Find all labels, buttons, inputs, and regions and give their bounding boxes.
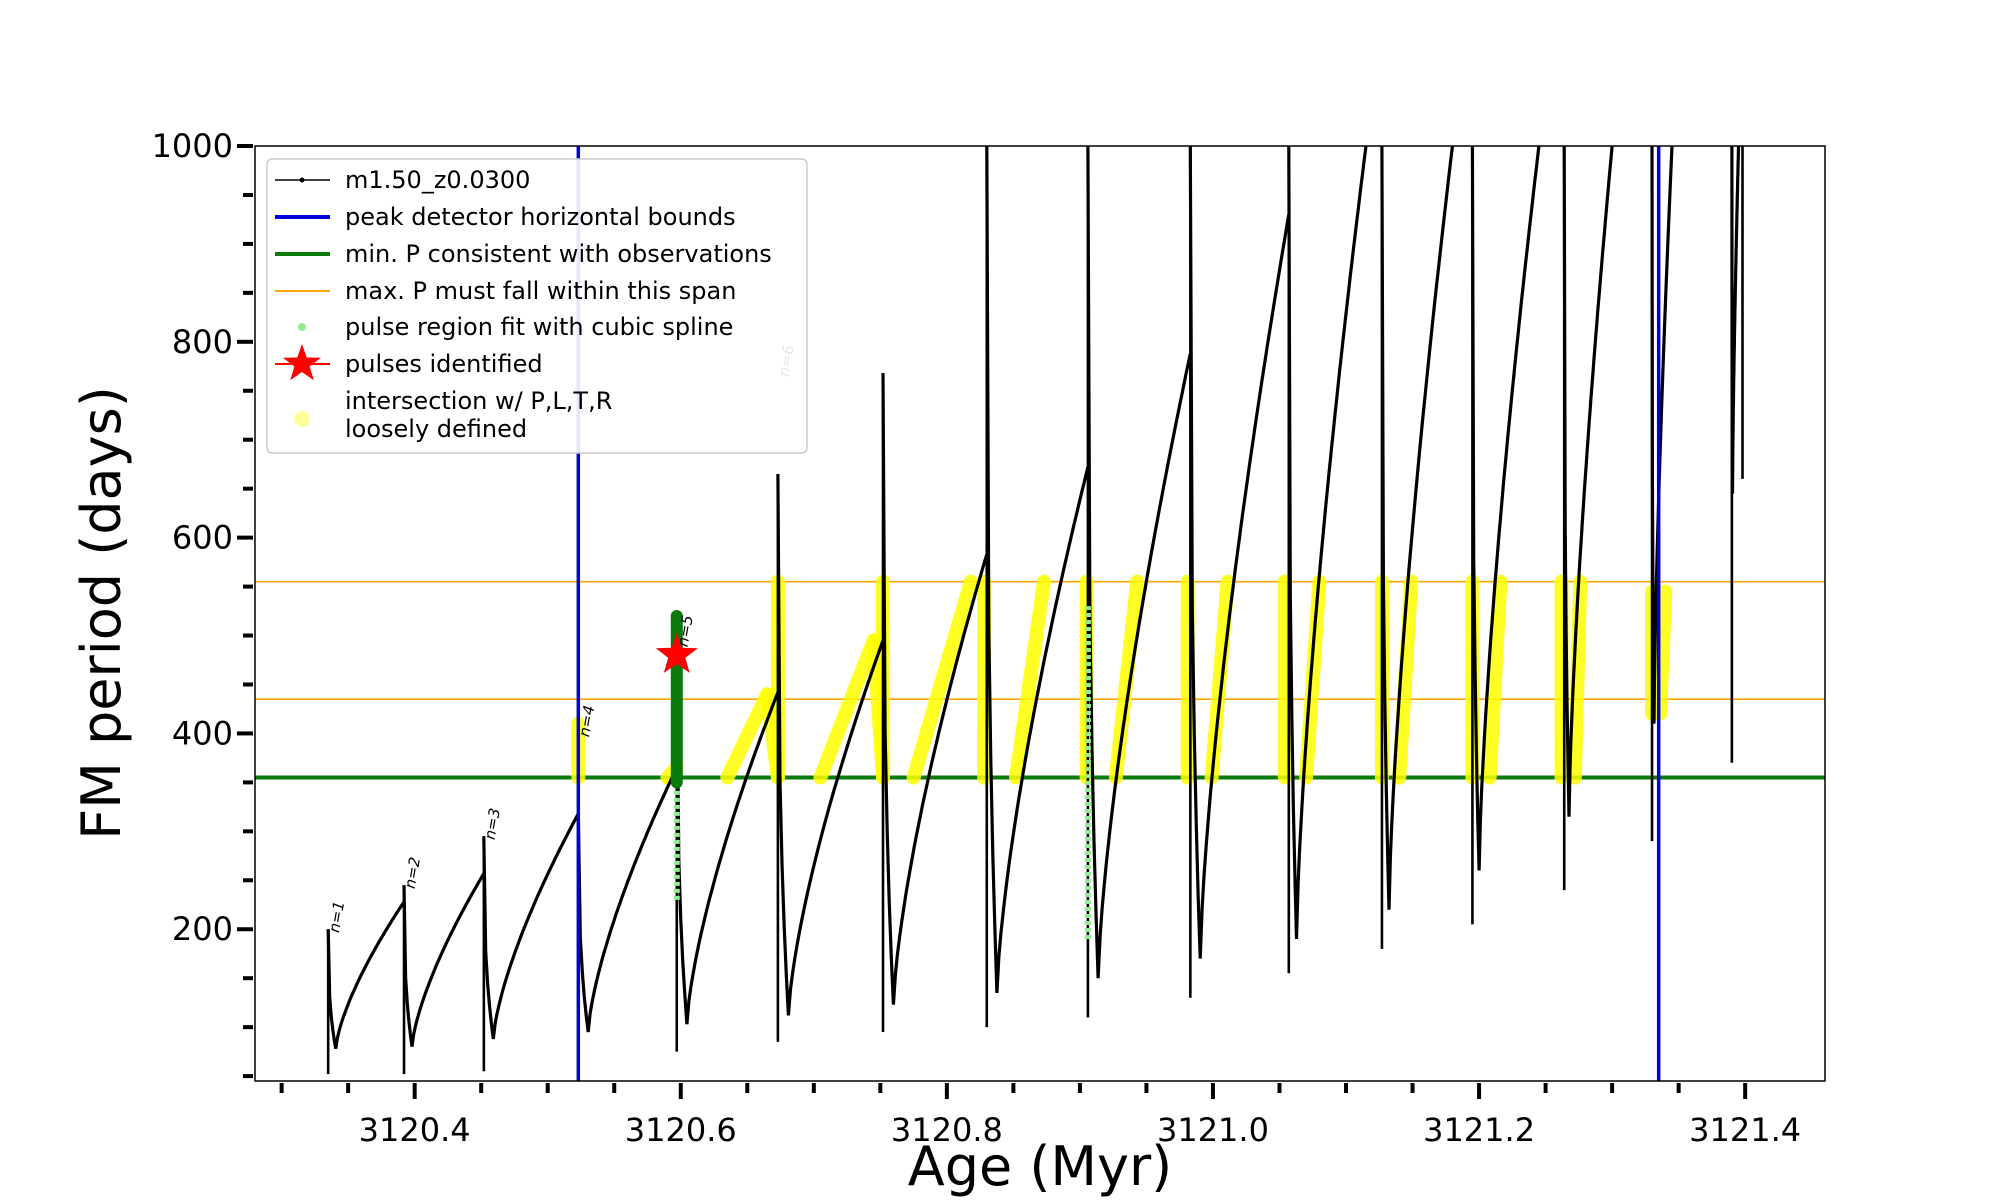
series-pulse-4 <box>576 766 679 1033</box>
x-tick-label: 3121.0 <box>1157 1111 1269 1149</box>
y-axis-title: FM period (days) <box>70 386 133 840</box>
intersection-segment-21 <box>1482 574 1508 785</box>
intersection-segment-19 <box>1392 574 1419 785</box>
legend-label-2: peak detector horizontal bounds <box>345 203 736 231</box>
axes: 3120.4 3120.6 3120.8 3121.0 3121.2 3121.4 200 4… <box>152 127 1802 1149</box>
legend-label-5: pulse region fit with cubic spline <box>345 313 733 341</box>
intersection-segment-3 <box>720 687 775 785</box>
series-pulse-7 <box>881 373 989 1005</box>
legend-label-7-line2: loosely defined <box>345 415 527 443</box>
legend-label-6: pulses identified <box>345 350 543 378</box>
series-pulse-8 <box>985 146 1090 993</box>
series-pulse-12 <box>1380 146 1455 910</box>
annotation-label-5: n=5 <box>674 614 697 648</box>
intersection-segment-25 <box>1653 584 1673 721</box>
series-pulse-10 <box>1188 146 1291 959</box>
annotation-label-1: n=1 <box>325 900 348 934</box>
y-tick-label: 800 <box>172 323 233 361</box>
x-tick-label: 3120.6 <box>625 1111 737 1149</box>
legend-swatch-7 <box>294 411 310 427</box>
y-tick-label: 400 <box>172 714 233 752</box>
series-pulse-6 <box>776 473 885 1016</box>
annotation-label-2: n=2 <box>401 856 424 890</box>
legend-swatch-6 <box>283 344 321 381</box>
legend-swatch-dot-1 <box>299 177 305 183</box>
y-tick-label: 200 <box>172 910 233 948</box>
pulse-identified-star <box>655 633 698 673</box>
x-tick-label: 3121.4 <box>1689 1111 1801 1149</box>
annotation-label-3: n=3 <box>481 807 504 841</box>
pulse-markers <box>655 633 698 673</box>
annotation-label-4: n=4 <box>575 704 598 738</box>
legend-box <box>266 158 808 454</box>
intersection-segment-23 <box>1567 574 1588 785</box>
series-pulse-3 <box>482 812 580 1040</box>
series-pulse-13 <box>1470 146 1541 871</box>
x-tick-label: 3121.2 <box>1423 1111 1535 1149</box>
y-tick-label: 600 <box>172 519 233 557</box>
series-pulse-15 <box>1650 146 1674 724</box>
series-pulse-2 <box>402 872 486 1047</box>
x-tick-label: 3120.4 <box>359 1111 471 1149</box>
series-pulse-9 <box>1086 146 1192 979</box>
plot-area: n=1n=2n=3n=4n=5n=6 <box>255 146 1825 1081</box>
legend-label-3: min. P consistent with observations <box>345 240 772 268</box>
series-pulse-14 <box>1562 146 1614 817</box>
legend-label-4: max. P must fall within this span <box>345 277 736 305</box>
legend-label-7: intersection w/ P,L,T,R <box>345 387 612 415</box>
series-pulse-1 <box>326 900 406 1049</box>
legend-label-1: m1.50_z0.0300 <box>345 166 530 194</box>
series-pulse-5 <box>675 645 780 1025</box>
plot-frame <box>254 145 1826 1082</box>
series-pulse-11 <box>1287 146 1368 940</box>
y-tick-label: 1000 <box>152 127 233 165</box>
x-axis-title: Age (Myr) <box>908 1135 1173 1198</box>
intersection-segment-11 <box>1009 574 1051 785</box>
intersection-segment-6 <box>813 633 881 785</box>
intersection-segment-9 <box>906 574 978 785</box>
period-series <box>326 146 1744 1075</box>
legend-swatch-5 <box>298 323 306 331</box>
x-tick-label: 3120.8 <box>891 1111 1003 1149</box>
